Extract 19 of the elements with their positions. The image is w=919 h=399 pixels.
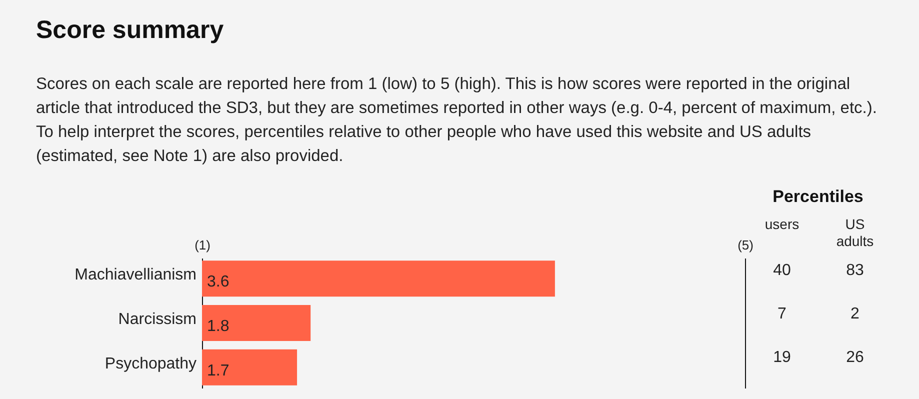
data-label: 3.6 — [207, 274, 230, 291]
text: users — [764, 216, 800, 232]
text: 40 — [773, 262, 791, 279]
text: 83 — [846, 262, 864, 279]
text: Percentiles — [772, 187, 864, 206]
chart-title: Score summary — [36, 16, 224, 45]
text: US adults — [836, 216, 874, 249]
text: 2 — [850, 306, 860, 322]
y-tick-label: Psychopathy — [104, 355, 196, 372]
data-label: 1.8 — [207, 318, 230, 335]
y-tick-label: Narcissism — [118, 311, 196, 328]
y-tick-label: Machiavellianism — [74, 266, 196, 284]
x-tick-label: (1) — [194, 238, 210, 252]
data-label: 1.7 — [207, 362, 230, 380]
text: 26 — [846, 349, 864, 366]
chart-subtitle: Scores on each scale are reported here from 1 (low) to 5 (high). This is how scores were reported in the original article that introduced the SD3, but they are sometimes reported in other ways (e.g. 0-4, percent of maximum, etc.). To help interpret the scores, percentiles relative to other people who have used this website and US adults (estimated, see Note 1) are also provided. — [36, 74, 878, 167]
x-tick-label: (5) — [738, 238, 754, 252]
text: 19 — [773, 349, 791, 366]
text: 7 — [778, 306, 787, 322]
